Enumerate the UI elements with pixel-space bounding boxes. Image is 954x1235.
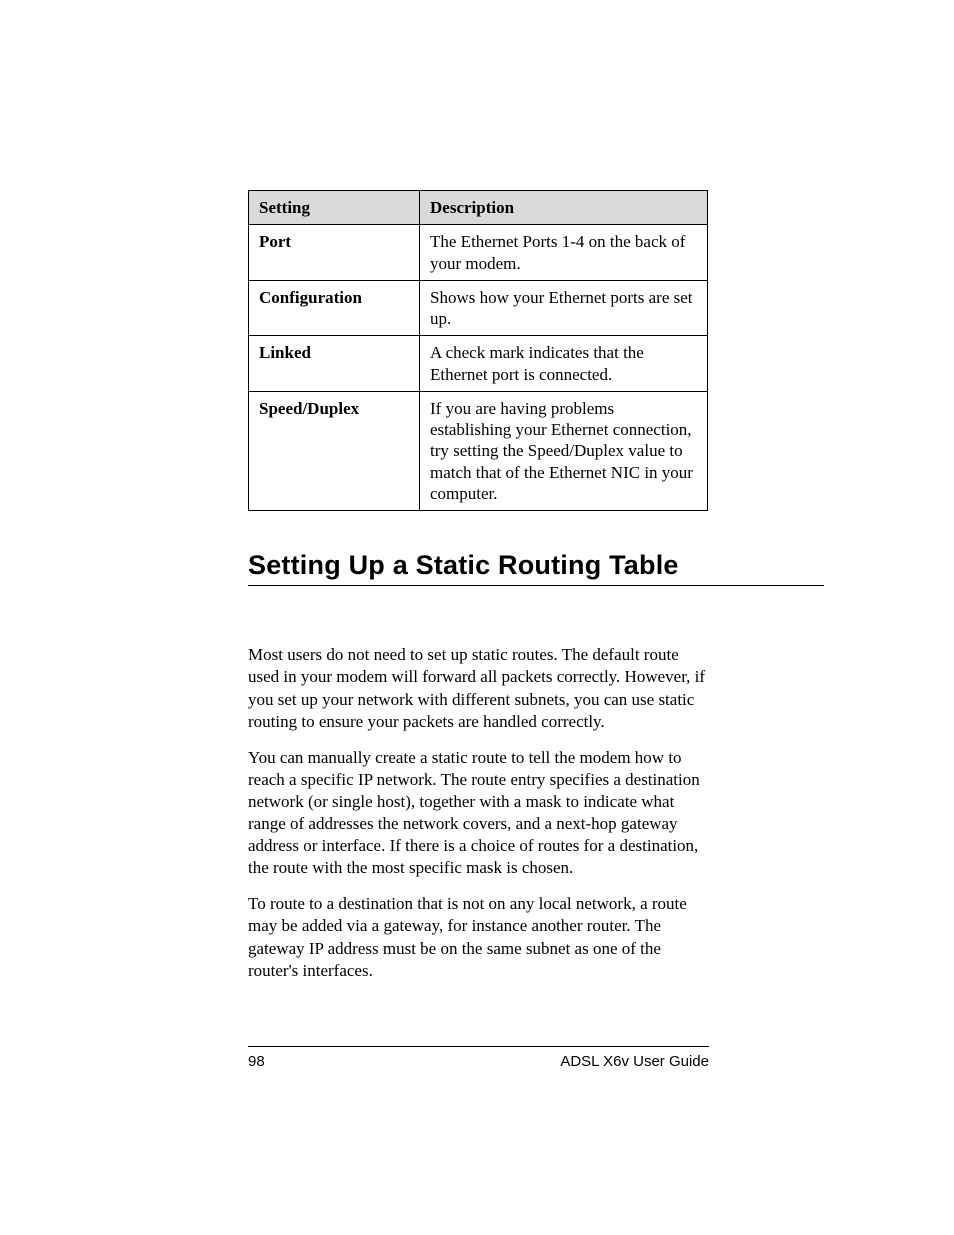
cell-description: A check mark indicates that the Ethernet… <box>420 336 708 392</box>
cell-setting: Port <box>249 225 420 281</box>
header-setting: Setting <box>249 191 420 225</box>
table-header-row: Setting Description <box>249 191 708 225</box>
table-row: Port The Ethernet Ports 1-4 on the back … <box>249 225 708 281</box>
cell-setting: Linked <box>249 336 420 392</box>
cell-setting: Configuration <box>249 280 420 336</box>
page-number: 98 <box>248 1053 265 1070</box>
section-heading: Setting Up a Static Routing Table <box>248 549 824 586</box>
table-row: Configuration Shows how your Ethernet po… <box>249 280 708 336</box>
table-row: Linked A check mark indicates that the E… <box>249 336 708 392</box>
body-text: Most users do not need to set up static … <box>248 644 708 981</box>
paragraph: You can manually create a static route t… <box>248 747 708 880</box>
header-description: Description <box>420 191 708 225</box>
page-footer: 98 ADSL X6v User Guide <box>248 1046 709 1070</box>
settings-table: Setting Description Port The Ethernet Po… <box>248 190 708 511</box>
page: Setting Description Port The Ethernet Po… <box>0 0 954 1235</box>
cell-description: If you are having problems establishing … <box>420 391 708 510</box>
paragraph: To route to a destination that is not on… <box>248 893 708 981</box>
cell-description: The Ethernet Ports 1-4 on the back of yo… <box>420 225 708 281</box>
cell-setting: Speed/Duplex <box>249 391 420 510</box>
book-title: ADSL X6v User Guide <box>560 1053 709 1070</box>
table-row: Speed/Duplex If you are having problems … <box>249 391 708 510</box>
paragraph: Most users do not need to set up static … <box>248 644 708 732</box>
cell-description: Shows how your Ethernet ports are set up… <box>420 280 708 336</box>
